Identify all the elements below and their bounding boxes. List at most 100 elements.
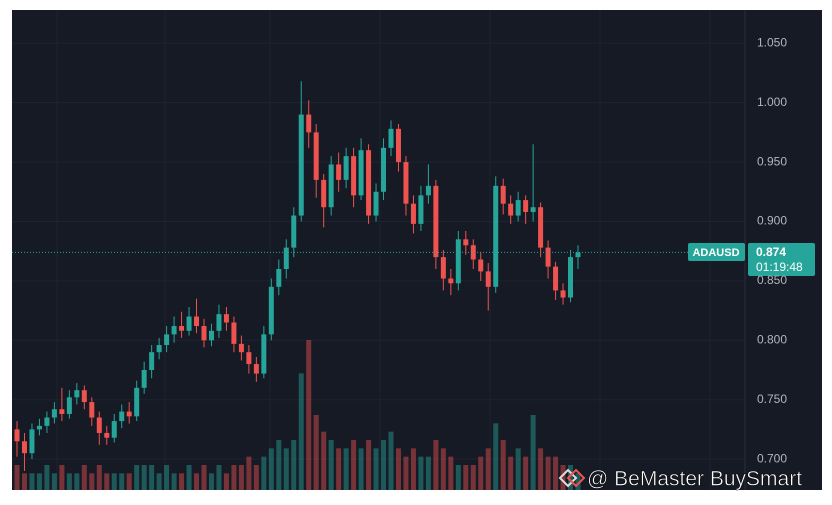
candle-body — [418, 195, 424, 224]
volume-bar — [268, 448, 274, 490]
candle-body — [283, 247, 289, 270]
candle-body — [568, 257, 574, 298]
candle-body — [433, 185, 439, 258]
candle-body — [51, 409, 57, 418]
volume-bar — [373, 448, 379, 490]
candle-body — [440, 257, 446, 279]
candle-body — [328, 164, 334, 208]
candle-body — [560, 290, 566, 298]
volume-bar — [500, 440, 506, 490]
y-tick-label: 0.750 — [757, 392, 787, 406]
candle-body — [66, 397, 72, 414]
volume-bar — [515, 448, 521, 490]
volume-bar — [156, 473, 162, 490]
volume-bar — [381, 440, 387, 490]
volume-bar — [81, 465, 87, 490]
candle-body — [223, 314, 229, 323]
volume-bar — [74, 473, 80, 490]
volume-bar — [366, 440, 372, 490]
volume-bar — [223, 473, 229, 490]
volume-bar — [410, 448, 416, 490]
candle-body — [59, 409, 65, 414]
candle-body — [208, 330, 214, 341]
candle-body — [448, 278, 454, 284]
candle-body — [21, 441, 27, 454]
candle-body — [455, 239, 461, 284]
candle-body — [351, 156, 357, 196]
candle-body — [425, 185, 431, 196]
y-tick-label: 0.700 — [757, 451, 787, 465]
candle-body — [261, 334, 267, 374]
candle-body — [253, 364, 259, 374]
volume-bar — [276, 440, 282, 490]
volume-bar — [508, 456, 514, 490]
volume-bar — [89, 473, 95, 490]
candle-body — [14, 429, 20, 442]
candle-body — [96, 417, 102, 433]
candle-body — [358, 150, 364, 196]
candle-body — [575, 252, 581, 258]
candle-body — [485, 271, 491, 287]
volume-bar — [36, 473, 42, 490]
candle-body — [276, 269, 282, 287]
volume-bar — [418, 456, 424, 490]
price-tag — [748, 243, 815, 276]
candle-body — [298, 114, 304, 216]
candle-body — [373, 191, 379, 216]
volume-bar — [425, 456, 431, 490]
volume-bar — [553, 456, 559, 490]
candle-body — [119, 411, 125, 422]
candle-body — [268, 286, 274, 335]
volume-bar — [328, 440, 334, 490]
volume-bar — [351, 440, 357, 490]
candle-body — [403, 162, 409, 204]
volume-bar — [283, 448, 289, 490]
candle-body — [336, 164, 342, 180]
candle-body — [231, 322, 237, 344]
candle-body — [104, 432, 110, 438]
candle-body — [134, 387, 140, 417]
volume-bar — [29, 473, 35, 490]
candle-body — [81, 390, 87, 403]
volume-bar — [493, 423, 499, 490]
candle-body — [111, 421, 117, 438]
volume-bar — [126, 473, 132, 490]
volume-bar — [111, 473, 117, 490]
volume-bar — [186, 465, 192, 490]
candle-body — [515, 200, 521, 216]
volume-bar — [403, 456, 409, 490]
candle-body — [246, 352, 252, 365]
candle-body — [381, 147, 387, 192]
candle-body — [463, 239, 469, 246]
countdown-label: 01:19:48 — [756, 260, 803, 274]
volume-bar — [358, 448, 364, 490]
candle-body — [171, 326, 177, 335]
y-tick-label: 1.050 — [757, 35, 787, 49]
volume-bar — [560, 465, 566, 490]
candle-body — [164, 334, 170, 346]
volume-bar — [51, 473, 57, 490]
volume-bar — [253, 465, 259, 490]
candle-body — [149, 352, 155, 370]
watermark: @ BeMaster BuySmart — [587, 468, 802, 491]
y-tick-label: 0.850 — [757, 273, 787, 287]
candle-body — [508, 203, 514, 216]
volume-bar — [96, 465, 102, 490]
candle-body — [530, 207, 536, 212]
y-tick-label: 0.900 — [757, 214, 787, 228]
volume-bar — [463, 465, 469, 490]
volume-bar — [59, 465, 65, 490]
volume-bar — [179, 473, 185, 490]
chart-background — [12, 10, 822, 490]
candle-body — [523, 200, 529, 212]
candle-body — [478, 259, 484, 272]
candle-body — [395, 128, 401, 163]
candle-body — [470, 245, 476, 260]
volume-bar — [538, 448, 544, 490]
volume-bar — [530, 415, 536, 490]
volume-bar — [470, 465, 476, 490]
plot — [12, 42, 745, 490]
candle-body — [538, 207, 544, 248]
